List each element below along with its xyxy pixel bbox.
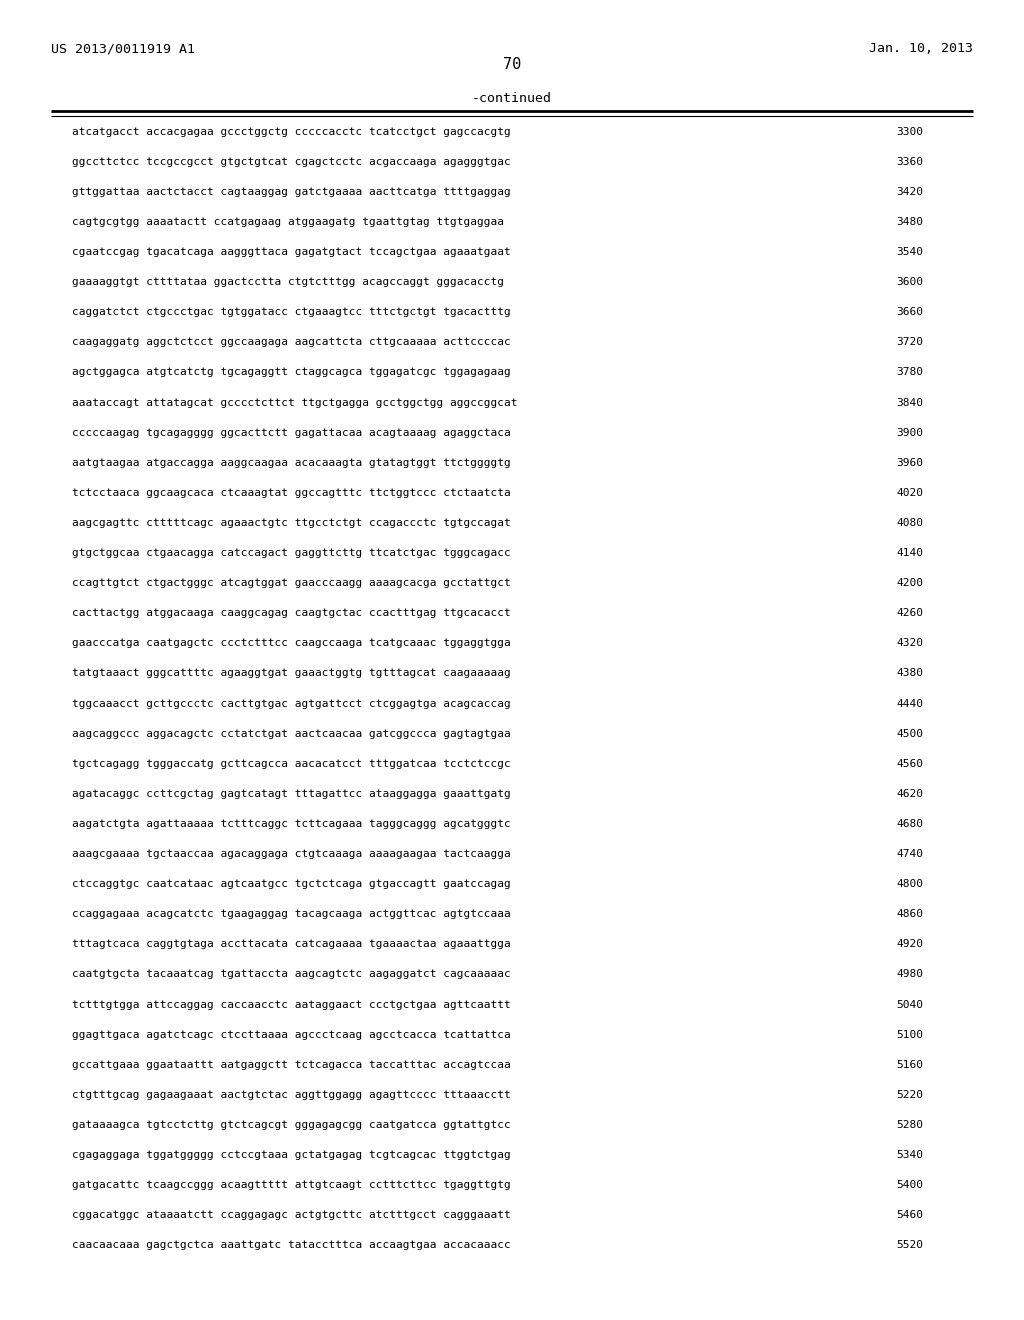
Text: 4380: 4380 (896, 668, 923, 678)
Text: cagtgcgtgg aaaatactt ccatgagaag atggaagatg tgaattgtag ttgtgaggaa: cagtgcgtgg aaaatactt ccatgagaag atggaaga… (72, 216, 504, 227)
Text: 4440: 4440 (896, 698, 923, 709)
Text: aaataccagt attatagcat gcccctcttct ttgctgagga gcctggctgg aggccggcat: aaataccagt attatagcat gcccctcttct ttgctg… (72, 397, 517, 408)
Text: -continued: -continued (472, 92, 552, 106)
Text: 5340: 5340 (896, 1150, 923, 1160)
Text: 5040: 5040 (896, 999, 923, 1010)
Text: cgaatccgag tgacatcaga aagggttaca gagatgtact tccagctgaa agaaatgaat: cgaatccgag tgacatcaga aagggttaca gagatgt… (72, 247, 510, 257)
Text: ggccttctcc tccgccgcct gtgctgtcat cgagctcctc acgaccaaga agagggtgac: ggccttctcc tccgccgcct gtgctgtcat cgagctc… (72, 157, 510, 166)
Text: 3960: 3960 (896, 458, 923, 467)
Text: cgagaggaga tggatggggg cctccgtaaa gctatgagag tcgtcagcac ttggtctgag: cgagaggaga tggatggggg cctccgtaaa gctatga… (72, 1150, 510, 1160)
Text: caggatctct ctgccctgac tgtggatacc ctgaaagtcc tttctgctgt tgacactttg: caggatctct ctgccctgac tgtggatacc ctgaaag… (72, 308, 510, 317)
Text: caacaacaaa gagctgctca aaattgatc tatacctttca accaagtgaa accacaaacc: caacaacaaa gagctgctca aaattgatc tatacctt… (72, 1241, 510, 1250)
Text: 4260: 4260 (896, 609, 923, 618)
Text: 5460: 5460 (896, 1210, 923, 1220)
Text: 4680: 4680 (896, 818, 923, 829)
Text: 3840: 3840 (896, 397, 923, 408)
Text: tggcaaacct gcttgccctc cacttgtgac agtgattcct ctcggagtga acagcaccag: tggcaaacct gcttgccctc cacttgtgac agtgatt… (72, 698, 510, 709)
Text: caagaggatg aggctctcct ggccaagaga aagcattcta cttgcaaaaa acttccccac: caagaggatg aggctctcct ggccaagaga aagcatt… (72, 338, 510, 347)
Text: cacttactgg atggacaaga caaggcagag caagtgctac ccactttgag ttgcacacct: cacttactgg atggacaaga caaggcagag caagtgc… (72, 609, 510, 618)
Text: 4560: 4560 (896, 759, 923, 768)
Text: 4980: 4980 (896, 969, 923, 979)
Text: agctggagca atgtcatctg tgcagaggtt ctaggcagca tggagatcgc tggagagaag: agctggagca atgtcatctg tgcagaggtt ctaggca… (72, 367, 510, 378)
Text: 3600: 3600 (896, 277, 923, 288)
Text: aagcaggccc aggacagctc cctatctgat aactcaacaa gatcggccca gagtagtgaa: aagcaggccc aggacagctc cctatctgat aactcaa… (72, 729, 510, 739)
Text: cccccaagag tgcagagggg ggcacttctt gagattacaa acagtaaaag agaggctaca: cccccaagag tgcagagggg ggcacttctt gagatta… (72, 428, 510, 438)
Text: gaaaaggtgt cttttataa ggactcctta ctgtctttgg acagccaggt gggacacctg: gaaaaggtgt cttttataa ggactcctta ctgtcttt… (72, 277, 504, 288)
Text: ggagttgaca agatctcagc ctccttaaaa agccctcaag agcctcacca tcattattca: ggagttgaca agatctcagc ctccttaaaa agccctc… (72, 1030, 510, 1040)
Text: 5400: 5400 (896, 1180, 923, 1191)
Text: aaagcgaaaa tgctaaccaa agacaggaga ctgtcaaaga aaaagaagaa tactcaagga: aaagcgaaaa tgctaaccaa agacaggaga ctgtcaa… (72, 849, 510, 859)
Text: ctccaggtgc caatcataac agtcaatgcc tgctctcaga gtgaccagtt gaatccagag: ctccaggtgc caatcataac agtcaatgcc tgctctc… (72, 879, 510, 890)
Text: 5220: 5220 (896, 1090, 923, 1100)
Text: ctgtttgcag gagaagaaat aactgtctac aggttggagg agagttcccc tttaaacctt: ctgtttgcag gagaagaaat aactgtctac aggttgg… (72, 1090, 510, 1100)
Text: 3720: 3720 (896, 338, 923, 347)
Text: gataaaagca tgtcctcttg gtctcagcgt gggagagcgg caatgatcca ggtattgtcc: gataaaagca tgtcctcttg gtctcagcgt gggagag… (72, 1119, 510, 1130)
Text: 4860: 4860 (896, 909, 923, 919)
Text: 5160: 5160 (896, 1060, 923, 1069)
Text: 4140: 4140 (896, 548, 923, 558)
Text: 4740: 4740 (896, 849, 923, 859)
Text: 3300: 3300 (896, 127, 923, 137)
Text: 3660: 3660 (896, 308, 923, 317)
Text: aagcgagttc ctttttcagc agaaactgtc ttgcctctgt ccagaccctc tgtgccagat: aagcgagttc ctttttcagc agaaactgtc ttgcctc… (72, 517, 510, 528)
Text: tgctcagagg tgggaccatg gcttcagcca aacacatcct tttggatcaa tcctctccgc: tgctcagagg tgggaccatg gcttcagcca aacacat… (72, 759, 510, 768)
Text: aatgtaagaa atgaccagga aaggcaagaa acacaaagta gtatagtggt ttctggggtg: aatgtaagaa atgaccagga aaggcaagaa acacaaa… (72, 458, 510, 467)
Text: 4620: 4620 (896, 789, 923, 799)
Text: cggacatggc ataaaatctt ccaggagagc actgtgcttc atctttgcct cagggaaatt: cggacatggc ataaaatctt ccaggagagc actgtgc… (72, 1210, 510, 1220)
Text: caatgtgcta tacaaatcag tgattaccta aagcagtctc aagaggatct cagcaaaaac: caatgtgcta tacaaatcag tgattaccta aagcagt… (72, 969, 510, 979)
Text: gaacccatga caatgagctc ccctctttcc caagccaaga tcatgcaaac tggaggtgga: gaacccatga caatgagctc ccctctttcc caagcca… (72, 639, 510, 648)
Text: ccaggagaaa acagcatctc tgaagaggag tacagcaaga actggttcac agtgtccaaa: ccaggagaaa acagcatctc tgaagaggag tacagca… (72, 909, 510, 919)
Text: 3360: 3360 (896, 157, 923, 166)
Text: 4800: 4800 (896, 879, 923, 890)
Text: 5520: 5520 (896, 1241, 923, 1250)
Text: 4020: 4020 (896, 488, 923, 498)
Text: tttagtcaca caggtgtaga accttacata catcagaaaa tgaaaactaa agaaattgga: tttagtcaca caggtgtaga accttacata catcaga… (72, 940, 510, 949)
Text: aagatctgta agattaaaaa tctttcaggc tcttcagaaa tagggcaggg agcatgggtc: aagatctgta agattaaaaa tctttcaggc tcttcag… (72, 818, 510, 829)
Text: 3480: 3480 (896, 216, 923, 227)
Text: 4200: 4200 (896, 578, 923, 589)
Text: ccagttgtct ctgactgggc atcagtggat gaacccaagg aaaagcacga gcctattgct: ccagttgtct ctgactgggc atcagtggat gaaccca… (72, 578, 510, 589)
Text: gatgacattc tcaagccggg acaagttttt attgtcaagt cctttcttcc tgaggttgtg: gatgacattc tcaagccggg acaagttttt attgtca… (72, 1180, 510, 1191)
Text: agatacaggc ccttcgctag gagtcatagt tttagattcc ataaggagga gaaattgatg: agatacaggc ccttcgctag gagtcatagt tttagat… (72, 789, 510, 799)
Text: atcatgacct accacgagaa gccctggctg cccccacctc tcatcctgct gagccacgtg: atcatgacct accacgagaa gccctggctg cccccac… (72, 127, 510, 137)
Text: 3900: 3900 (896, 428, 923, 438)
Text: 3420: 3420 (896, 187, 923, 197)
Text: gttggattaa aactctacct cagtaaggag gatctgaaaa aacttcatga ttttgaggag: gttggattaa aactctacct cagtaaggag gatctga… (72, 187, 510, 197)
Text: 3540: 3540 (896, 247, 923, 257)
Text: gtgctggcaa ctgaacagga catccagact gaggttcttg ttcatctgac tgggcagacc: gtgctggcaa ctgaacagga catccagact gaggttc… (72, 548, 510, 558)
Text: 4080: 4080 (896, 517, 923, 528)
Text: 3780: 3780 (896, 367, 923, 378)
Text: Jan. 10, 2013: Jan. 10, 2013 (868, 42, 973, 55)
Text: tctttgtgga attccaggag caccaacctc aataggaact ccctgctgaa agttcaattt: tctttgtgga attccaggag caccaacctc aatagga… (72, 999, 510, 1010)
Text: US 2013/0011919 A1: US 2013/0011919 A1 (51, 42, 196, 55)
Text: 4920: 4920 (896, 940, 923, 949)
Text: 5280: 5280 (896, 1119, 923, 1130)
Text: tctcctaaca ggcaagcaca ctcaaagtat ggccagtttc ttctggtccc ctctaatcta: tctcctaaca ggcaagcaca ctcaaagtat ggccagt… (72, 488, 510, 498)
Text: 70: 70 (503, 57, 521, 71)
Text: gccattgaaa ggaataattt aatgaggctt tctcagacca taccatttac accagtccaa: gccattgaaa ggaataattt aatgaggctt tctcaga… (72, 1060, 510, 1069)
Text: 5100: 5100 (896, 1030, 923, 1040)
Text: 4320: 4320 (896, 639, 923, 648)
Text: tatgtaaact gggcattttc agaaggtgat gaaactggtg tgtttagcat caagaaaaag: tatgtaaact gggcattttc agaaggtgat gaaactg… (72, 668, 510, 678)
Text: 4500: 4500 (896, 729, 923, 739)
